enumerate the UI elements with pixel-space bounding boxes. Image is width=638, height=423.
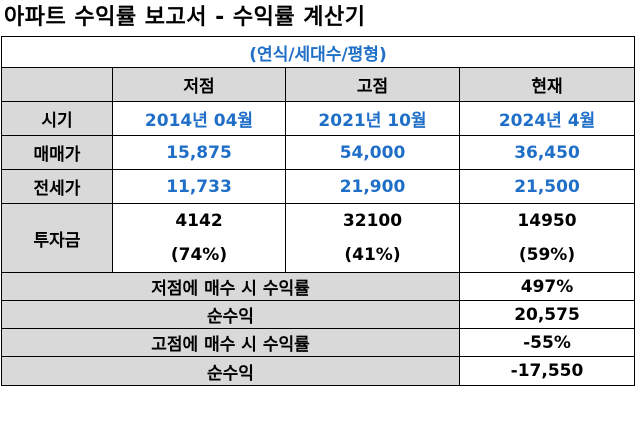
page-title: 아파트 수익률 보고서 - 수익률 계산기 xyxy=(4,5,366,30)
row-label-jeonse-price: 전세가 xyxy=(1,169,113,204)
sale-price-current-value: 36,450 xyxy=(459,135,635,170)
table-row: 매매가 15,875 54,000 36,450 xyxy=(1,135,635,170)
row-label-sale-price: 매매가 xyxy=(1,135,113,170)
investment-low-value: 4142 xyxy=(175,211,223,231)
period-high-value: 2021년 10월 xyxy=(285,101,460,136)
summary-value-low-roi: 497% xyxy=(459,272,635,301)
column-header-high: 고점 xyxy=(285,67,460,102)
summary-value-high-roi: -55% xyxy=(459,328,635,357)
row-label-period: 시기 xyxy=(1,101,113,136)
sale-price-low-value: 15,875 xyxy=(112,135,286,170)
roi-table: (연식/세대수/평형) 저점 고점 현재 시기 2014년 04월 2021년 … xyxy=(1,36,635,386)
summary-value-low-profit: 20,575 xyxy=(459,300,635,329)
investment-high-cell: 32100 (41%) xyxy=(285,203,460,273)
investment-high-value: 32100 xyxy=(342,211,403,231)
table-row: 순수익 20,575 xyxy=(1,300,635,329)
header-corner-cell xyxy=(1,67,113,102)
column-header-current: 현재 xyxy=(459,67,635,102)
period-current-value: 2024년 4월 xyxy=(459,101,635,136)
summary-label-high-roi: 고점에 매수 시 수익률 xyxy=(1,328,460,357)
table-row: 고점에 매수 시 수익률 -55% xyxy=(1,328,635,357)
jeonse-current-value: 21,500 xyxy=(459,169,635,204)
sale-price-high-value: 54,000 xyxy=(285,135,460,170)
investment-current-value: 14950 xyxy=(517,211,577,231)
summary-value-high-profit: -17,550 xyxy=(459,356,635,386)
row-label-investment: 투자금 xyxy=(1,203,113,273)
table-row: 순수익 -17,550 xyxy=(1,356,635,386)
table-row: 시기 2014년 04월 2021년 10월 2024년 4월 xyxy=(1,101,635,136)
summary-label-low-roi: 저점에 매수 시 수익률 xyxy=(1,272,460,301)
investment-current-cell: 14950 (59%) xyxy=(459,203,635,273)
jeonse-low-value: 11,733 xyxy=(112,169,286,204)
jeonse-high-value: 21,900 xyxy=(285,169,460,204)
column-header-low: 저점 xyxy=(112,67,286,102)
period-low-value: 2014년 04월 xyxy=(112,101,286,136)
investment-current-percent: (59%) xyxy=(518,245,576,265)
summary-label-low-profit: 순수익 xyxy=(1,300,460,329)
table-subtitle: (연식/세대수/평형) xyxy=(1,36,635,68)
summary-label-high-profit: 순수익 xyxy=(1,356,460,386)
table-row: 저점에 매수 시 수익률 497% xyxy=(1,272,635,301)
table-row: 투자금 4142 (74%) 32100 (41%) 14950 (59%) xyxy=(1,203,635,273)
investment-low-percent: (74%) xyxy=(170,245,228,265)
investment-low-cell: 4142 (74%) xyxy=(112,203,286,273)
table-row: 전세가 11,733 21,900 21,500 xyxy=(1,169,635,204)
investment-high-percent: (41%) xyxy=(344,245,401,265)
